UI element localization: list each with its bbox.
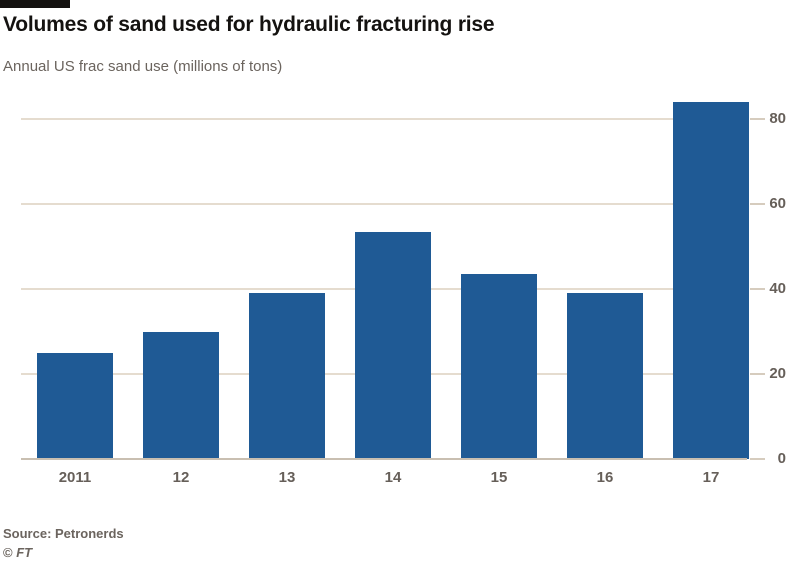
bar-12 <box>143 332 219 459</box>
y-axis-label-80: 80 <box>769 110 786 128</box>
y-tick-60 <box>750 203 765 206</box>
source-label: Source: Petronerds <box>3 526 124 541</box>
ft-credit: © FT <box>3 545 32 560</box>
x-axis-label-13: 13 <box>278 469 296 486</box>
y-tick-0 <box>750 458 765 460</box>
x-axis-label-12: 12 <box>172 469 190 486</box>
y-axis-label-20: 20 <box>769 365 786 383</box>
gridline-60 <box>21 203 747 206</box>
x-axis-label-16: 16 <box>596 469 614 486</box>
ft-top-rule <box>0 0 70 8</box>
bar-2011 <box>37 353 113 459</box>
bar-17 <box>673 102 749 459</box>
x-axis-label-14: 14 <box>384 469 402 486</box>
copyright-symbol: © <box>3 545 13 560</box>
x-axis-label-17: 17 <box>702 469 720 486</box>
x-axis-label-15: 15 <box>490 469 508 486</box>
ft-logo-text: FT <box>16 545 33 560</box>
y-tick-40 <box>750 288 765 291</box>
y-axis-label-60: 60 <box>769 195 786 213</box>
y-axis-label-0: 0 <box>777 450 786 467</box>
y-tick-80 <box>750 118 765 121</box>
bar-16 <box>567 293 643 459</box>
chart-subtitle: Annual US frac sand use (millions of ton… <box>3 58 283 75</box>
y-axis-label-40: 40 <box>769 280 786 298</box>
gridline-80 <box>21 118 747 121</box>
bar-14 <box>355 232 431 459</box>
chart-title: Volumes of sand used for hydraulic fract… <box>3 13 495 36</box>
x-axis-baseline <box>21 458 747 460</box>
x-axis-label-2011: 2011 <box>58 469 92 486</box>
plot-area <box>21 100 749 460</box>
bar-13 <box>249 293 325 459</box>
y-tick-20 <box>750 373 765 376</box>
bar-15 <box>461 274 537 459</box>
